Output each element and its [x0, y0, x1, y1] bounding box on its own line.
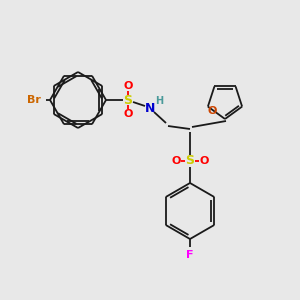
Text: O: O	[123, 81, 133, 91]
Text: S: S	[124, 94, 133, 106]
Text: Br: Br	[27, 95, 41, 105]
Text: O: O	[207, 106, 217, 116]
Text: O: O	[199, 156, 209, 166]
Text: S: S	[185, 154, 194, 167]
Text: H: H	[155, 96, 163, 106]
Text: N: N	[145, 101, 155, 115]
Text: O: O	[171, 156, 181, 166]
Text: F: F	[186, 250, 194, 260]
Text: O: O	[123, 109, 133, 119]
